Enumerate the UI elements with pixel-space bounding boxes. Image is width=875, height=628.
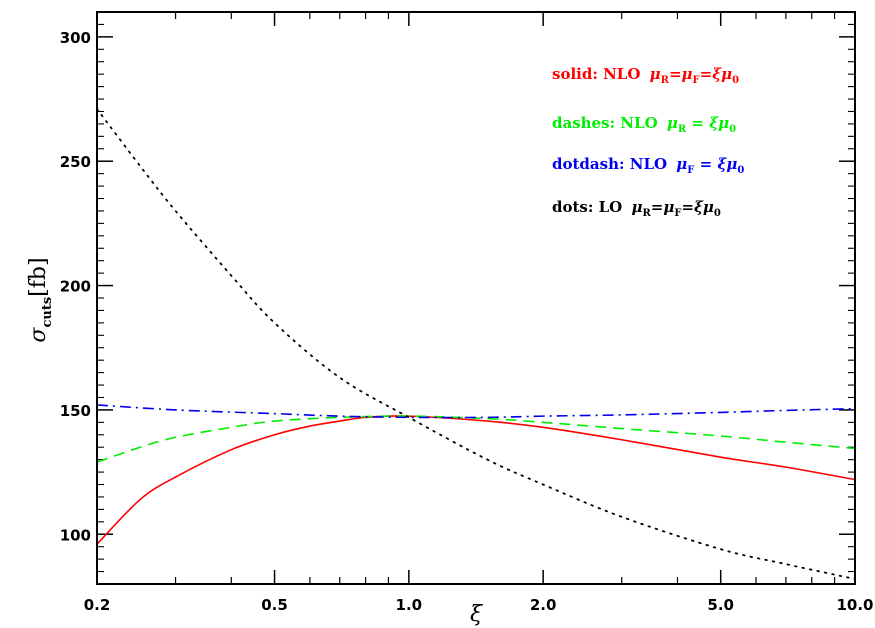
y-axis-label-symbol: σ [26,327,51,343]
y-tick-label: 200 [60,278,91,296]
y-axis-label: σcuts[fb] [26,257,55,342]
x-tick-label: 0.5 [261,596,288,614]
x-tick-label: 5.0 [707,596,734,614]
legend-entry-dashed: dashes: NLO μR = ξμ0 [552,114,736,135]
legend: solid: NLO μR=μF=ξμ0 dashes: NLO μR = ξμ0… [552,65,744,219]
series-line-dashed [97,415,855,463]
legend-formula: μR=μF=ξμ0 [650,65,739,86]
series-line-dotted [97,108,855,580]
y-axis-label-unit: [fb] [26,257,51,296]
legend-prefix: dots: LO [552,198,627,216]
legend-prefix: solid: NLO [552,65,646,83]
legend-formula: μF = ξμ0 [676,155,744,176]
legend-prefix: dashes: NLO [552,114,663,132]
x-tick-label: 1.0 [396,596,423,614]
legend-entry-dotdash: dotdash: NLO μF = ξμ0 [552,155,744,176]
legend-entry-dotted: dots: LO μR=μF=ξμ0 [552,198,721,219]
series-line-dotdash [97,404,855,419]
y-axis-label-subscript: cuts [40,297,55,328]
y-tick-label: 100 [60,526,91,544]
x-axis-label: ξ [470,602,484,627]
x-tick-label: 0.2 [84,596,111,614]
axis-ticks [96,12,856,584]
y-tick-label: 150 [60,402,91,420]
y-tick-label: 250 [60,153,91,171]
tick-labels: 0.2 0.5 1.0 2.0 5.0 10.0 100 150 200 250 300 [60,29,874,614]
x-tick-label: 10.0 [836,596,873,614]
series-layer [97,108,855,580]
legend-entry-solid: solid: NLO μR=μF=ξμ0 [552,65,739,86]
legend-formula: μR = ξμ0 [667,114,736,135]
plot-frame [96,11,856,585]
legend-formula: μR=μF=ξμ0 [631,198,720,219]
x-tick-label: 2.0 [530,596,557,614]
series-line-solid [97,415,855,545]
legend-prefix: dotdash: NLO [552,155,672,173]
y-tick-label: 300 [60,29,91,47]
svg-text:σcuts[fb]: σcuts[fb] [26,257,55,342]
